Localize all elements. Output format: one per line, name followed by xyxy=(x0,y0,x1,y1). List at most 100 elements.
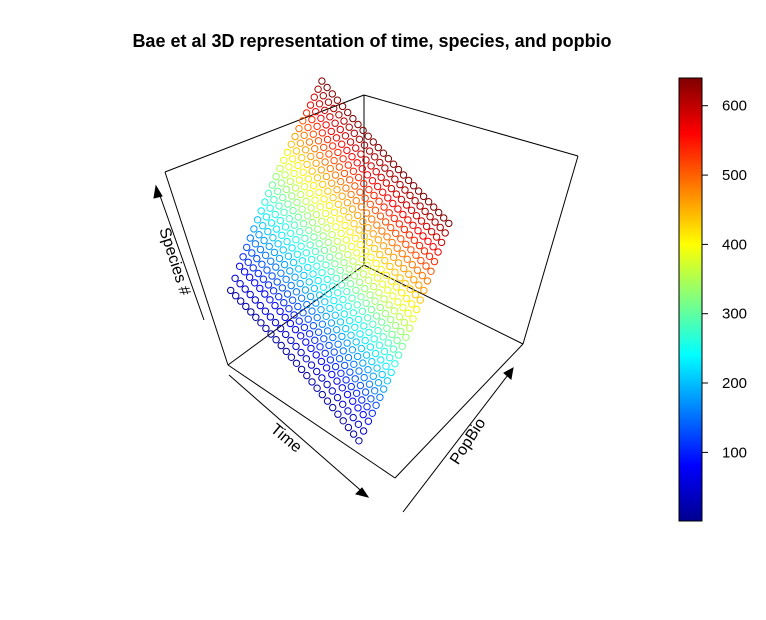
scatter-point xyxy=(345,317,354,325)
scatter-point xyxy=(244,258,252,266)
scatter-point xyxy=(299,220,308,228)
scatter-point xyxy=(277,269,285,277)
scatter-point xyxy=(404,309,412,317)
scatter-point xyxy=(412,251,420,259)
scatter-point xyxy=(370,282,378,291)
scatter-point xyxy=(404,176,413,185)
scatter-point xyxy=(424,198,433,206)
scatter-point xyxy=(378,318,386,326)
scatter-point xyxy=(306,241,314,249)
scatter-point xyxy=(361,194,369,203)
scatter-point xyxy=(276,164,284,173)
scatter-point xyxy=(353,352,362,361)
scatter-point xyxy=(294,161,302,170)
scatter-point xyxy=(275,254,284,263)
scatter-point xyxy=(415,241,424,250)
scatter-point xyxy=(280,260,289,269)
scatter-point xyxy=(335,111,343,119)
scatter-point xyxy=(314,225,322,233)
scatter-point xyxy=(358,307,367,315)
scatter-point xyxy=(339,347,347,355)
scatter-point xyxy=(342,376,350,384)
scatter-point xyxy=(426,213,434,221)
scatter-point xyxy=(384,155,393,163)
scatter-point xyxy=(397,289,406,297)
scatter-point xyxy=(399,303,407,312)
scatter-point xyxy=(313,367,321,376)
scatter-point xyxy=(305,138,314,146)
scatter-point xyxy=(269,287,278,295)
scatter-point xyxy=(344,302,352,310)
scatter-point xyxy=(333,237,341,246)
scatter-point xyxy=(368,177,377,185)
scatter-point xyxy=(318,374,326,382)
scatter-point xyxy=(335,303,343,311)
scatter-point xyxy=(385,301,393,309)
scatter-point xyxy=(255,231,263,239)
scatter-point xyxy=(354,173,363,182)
scatter-point xyxy=(389,199,397,208)
scatter-point xyxy=(304,123,312,132)
scatter-point xyxy=(351,182,359,190)
species-axis-label: Species # xyxy=(155,226,193,298)
colorbar-tick-label: 100 xyxy=(722,444,747,461)
scatter-point xyxy=(251,240,260,248)
scatter-point xyxy=(402,333,410,341)
scatter-point xyxy=(349,167,358,176)
scatter-point xyxy=(286,319,295,328)
scatter-point xyxy=(347,382,355,391)
scatter-point xyxy=(337,281,346,289)
scatter-point xyxy=(264,227,272,236)
scatter-point xyxy=(270,248,279,257)
scatter-point xyxy=(396,274,404,282)
scatter-point xyxy=(333,326,341,334)
scatter-point xyxy=(295,176,303,184)
scatter-point xyxy=(386,315,395,324)
box-edge-back-bottom-right xyxy=(363,264,524,345)
scatter-point xyxy=(348,153,356,161)
scatter-point xyxy=(279,193,287,202)
scatter-point xyxy=(350,272,359,280)
scatter-point xyxy=(369,138,377,146)
scatter-point xyxy=(287,229,295,238)
scatter-point xyxy=(329,403,337,412)
scatter-point xyxy=(356,381,365,390)
scatter-point xyxy=(392,283,401,291)
scatter-point xyxy=(308,307,316,315)
scatter-point xyxy=(318,269,326,277)
scatter-point xyxy=(343,390,352,399)
scatter-point xyxy=(364,224,372,232)
scatter-point xyxy=(328,90,336,98)
scatter-point xyxy=(302,355,310,363)
scatter-point xyxy=(387,277,396,285)
scatter-point xyxy=(286,267,294,275)
scatter-point xyxy=(400,225,409,234)
scatter-point xyxy=(304,315,312,323)
scatter-point xyxy=(303,371,311,380)
scatter-point xyxy=(352,389,361,397)
scatter-point xyxy=(322,364,331,372)
scatter-point xyxy=(367,395,375,403)
scatter-point xyxy=(313,262,321,270)
scatter-point xyxy=(378,370,386,379)
scatter-point xyxy=(376,158,384,167)
scatter-point xyxy=(390,307,398,315)
scatter-point xyxy=(336,318,345,326)
scatter-point xyxy=(398,342,406,350)
scatter-point xyxy=(388,238,396,247)
scatter-point xyxy=(333,393,342,402)
scatter-point xyxy=(275,202,283,210)
scatter-point xyxy=(360,373,368,382)
scatter-point xyxy=(297,365,306,374)
scatter-point xyxy=(343,287,351,296)
scatter-point xyxy=(328,231,336,239)
scatter-point xyxy=(394,205,402,213)
scatter-point xyxy=(365,185,373,194)
scatter-point xyxy=(334,340,342,348)
scatter-point xyxy=(291,132,299,141)
scatter-point xyxy=(379,333,387,341)
scatter-point xyxy=(305,278,313,286)
scatter-point xyxy=(294,213,302,221)
scatter-point xyxy=(414,227,422,235)
